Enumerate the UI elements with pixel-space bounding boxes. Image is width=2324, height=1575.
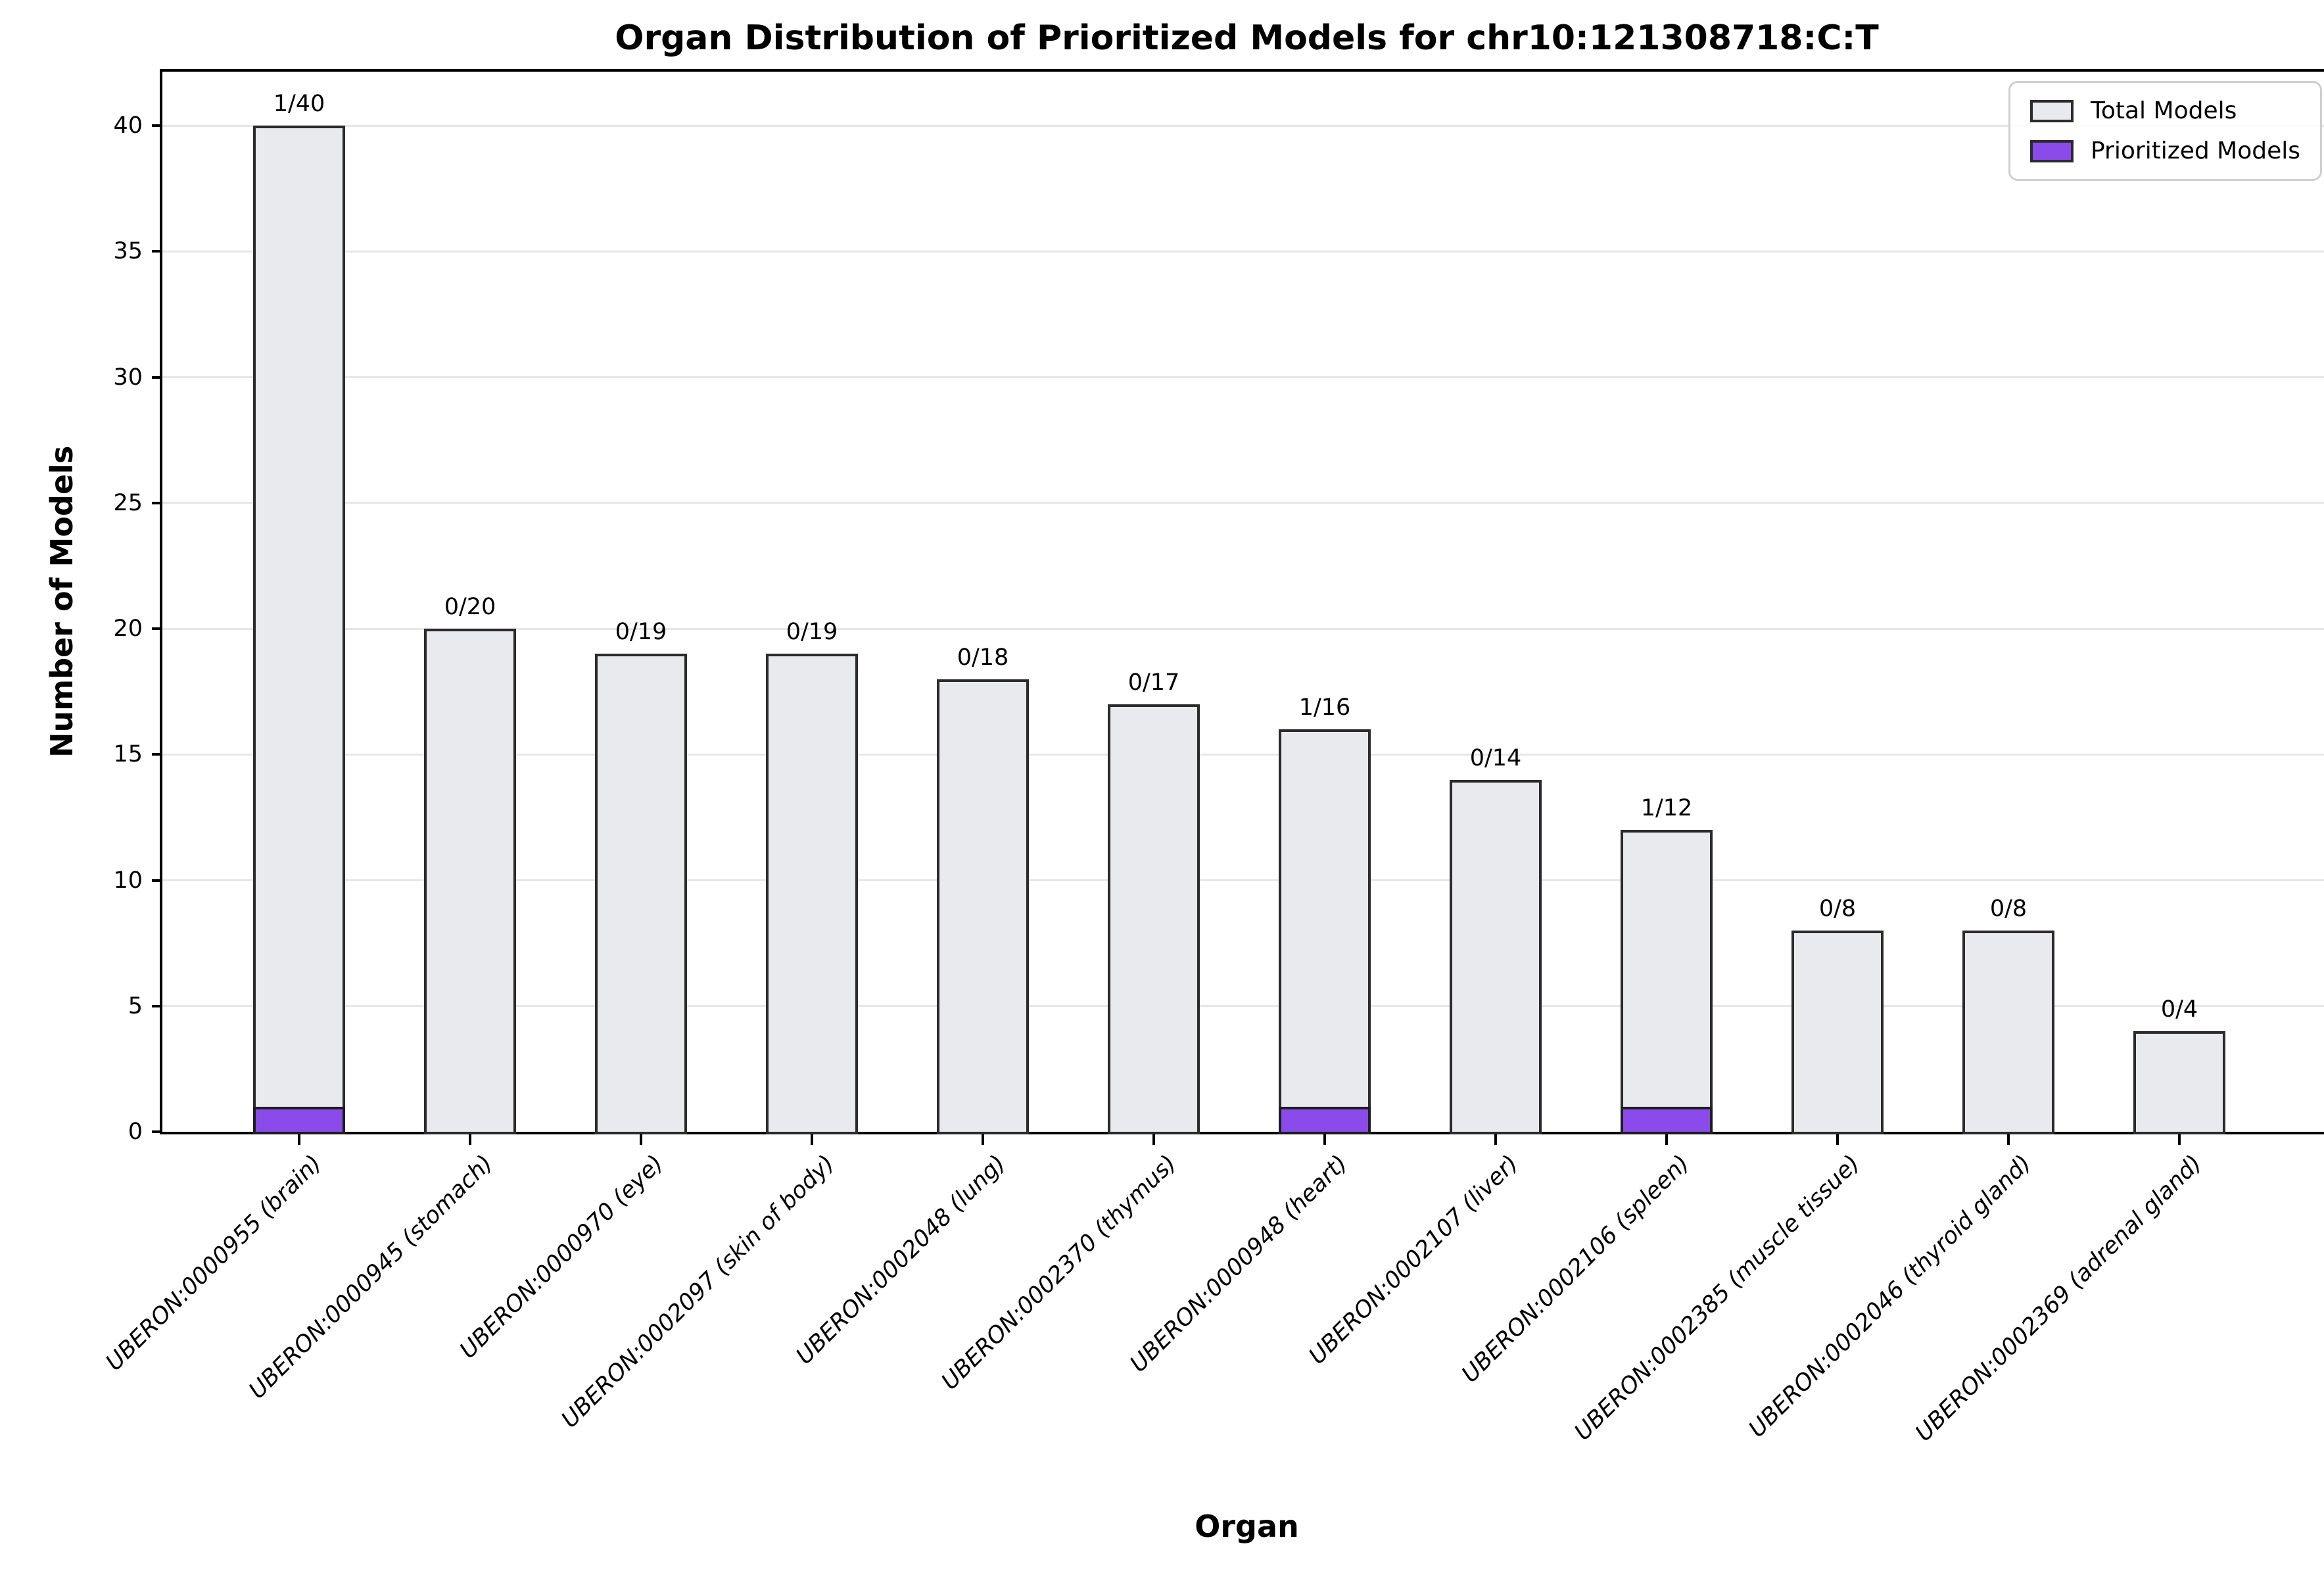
- bar-prioritized: [1279, 1106, 1371, 1134]
- x-tick-label: UBERON:0002046 (thyroid gland): [1743, 1150, 2037, 1443]
- bar-total: [937, 679, 1029, 1134]
- bar-value-label: 0/14: [1469, 744, 1522, 771]
- bar-value-label: 1/16: [1298, 694, 1351, 721]
- x-tick-label: UBERON:0002097 (skin of body): [556, 1150, 840, 1434]
- x-tick: [1152, 1134, 1155, 1145]
- bar-prioritized: [1621, 1106, 1713, 1134]
- prioritized-models-swatch: [2029, 139, 2074, 162]
- y-tick-label-35: 35: [113, 238, 143, 265]
- legend: Total Models Prioritized Models: [2008, 81, 2322, 181]
- bar-total: [1791, 931, 1884, 1134]
- legend-item-prioritized: Prioritized Models: [2029, 137, 2300, 164]
- bar-value-label: 1/40: [273, 91, 325, 118]
- organ-distribution-bar-chart: Organ Distribution of Prioritized Models…: [26, 11, 2324, 1564]
- y-tick-5: [152, 1004, 162, 1007]
- x-tick-label: UBERON:0000970 (eye): [455, 1150, 669, 1365]
- x-tick-label: UBERON:0002385 (muscle tissue): [1569, 1150, 1866, 1446]
- bar-total: [424, 629, 516, 1134]
- bar-value-label: 0/20: [444, 594, 496, 621]
- bar-total: [1279, 729, 1371, 1134]
- y-tick-label-30: 30: [113, 364, 143, 391]
- y-tick-25: [152, 501, 162, 504]
- x-tick: [1836, 1134, 1839, 1145]
- gridline-25: [162, 502, 2324, 504]
- x-tick: [1323, 1134, 1326, 1145]
- bar-total: [2133, 1031, 2225, 1134]
- x-axis-title: Organ: [1195, 1509, 1299, 1544]
- bar-total: [1962, 931, 2054, 1134]
- y-tick-40: [152, 124, 162, 128]
- gridline-35: [162, 250, 2324, 253]
- gridline-10: [162, 879, 2324, 882]
- bar-total: [1108, 704, 1200, 1134]
- x-tick: [2178, 1134, 2181, 1145]
- x-tick: [469, 1134, 471, 1145]
- x-tick: [2007, 1134, 2010, 1145]
- legend-item-total: Total Models: [2029, 97, 2300, 124]
- x-tick: [1494, 1134, 1497, 1145]
- x-tick: [1665, 1134, 1668, 1145]
- total-models-swatch: [2029, 99, 2074, 122]
- y-tick-30: [152, 376, 162, 379]
- bar-total: [1450, 779, 1542, 1134]
- y-tick-label-0: 0: [128, 1119, 143, 1145]
- y-tick-label-40: 40: [113, 112, 143, 139]
- gridline-5: [162, 1005, 2324, 1007]
- bar-value-label: 0/4: [2160, 996, 2198, 1023]
- gridline-40: [162, 124, 2324, 127]
- y-tick-label-10: 10: [113, 867, 143, 894]
- y-tick-10: [152, 879, 162, 882]
- x-tick: [298, 1134, 300, 1145]
- plot-area: 1/40 0/20 0/19 0/19 0/18 0/17 1/16 0/14 1/12 0/8 0…: [160, 69, 2324, 1134]
- bar-value-label: 0/19: [786, 619, 838, 646]
- bar-total: [766, 654, 858, 1134]
- legend-label-prioritized: Prioritized Models: [2090, 137, 2300, 164]
- gridline-15: [162, 753, 2324, 756]
- x-tick: [811, 1134, 813, 1145]
- y-tick-0: [152, 1130, 162, 1133]
- y-tick-label-20: 20: [113, 616, 143, 642]
- bar-value-label: 0/18: [957, 644, 1009, 671]
- gridline-30: [162, 376, 2324, 379]
- legend-label-total: Total Models: [2090, 97, 2237, 124]
- y-tick-35: [152, 250, 162, 253]
- bar-total: [1621, 830, 1713, 1134]
- bar-total: [253, 126, 345, 1134]
- y-tick-15: [152, 753, 162, 756]
- x-tick-label: UBERON:0002369 (adrenal gland): [1910, 1150, 2208, 1447]
- bar-value-label: 0/17: [1127, 669, 1180, 696]
- x-tick: [640, 1134, 642, 1145]
- y-tick-label-25: 25: [113, 489, 143, 516]
- y-axis-title: Number of Models: [44, 445, 80, 758]
- bar-value-label: 0/8: [1989, 896, 2028, 923]
- chart-title: Organ Distribution of Prioritized Models…: [615, 18, 1879, 58]
- bar-value-label: 1/12: [1640, 795, 1693, 822]
- x-tick: [982, 1134, 984, 1145]
- y-tick-label-5: 5: [128, 992, 143, 1019]
- bar-prioritized: [253, 1106, 345, 1134]
- y-tick-20: [152, 627, 162, 631]
- bar-value-label: 0/19: [615, 619, 667, 646]
- bar-value-label: 0/8: [1818, 896, 1857, 923]
- bar-total: [595, 654, 687, 1134]
- gridline-20: [162, 627, 2324, 630]
- y-tick-label-15: 15: [113, 741, 143, 768]
